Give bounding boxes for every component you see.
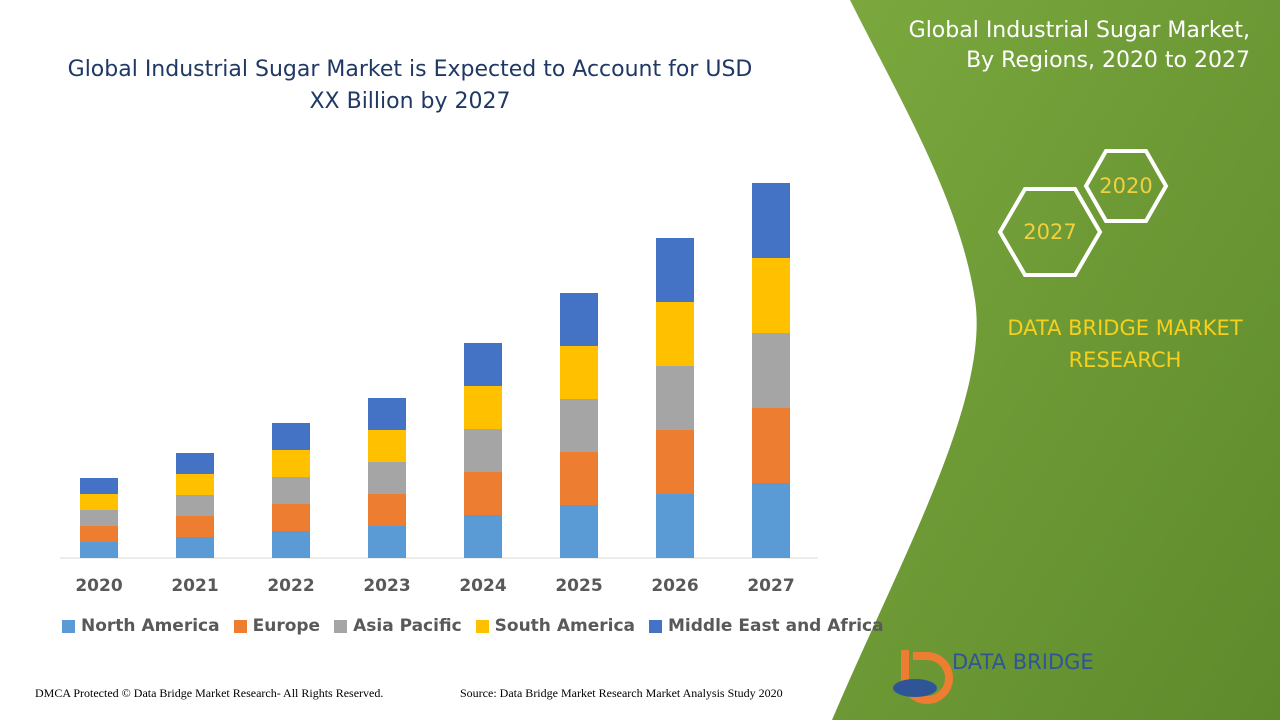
- legend-label: South America: [494, 616, 635, 636]
- bar-segment: [272, 450, 310, 477]
- bar-segment: [368, 526, 406, 558]
- bar-segment: [464, 472, 502, 515]
- brand-line: RESEARCH: [1068, 348, 1182, 372]
- side-panel: [832, 0, 1280, 720]
- bar-segment: [752, 183, 790, 258]
- bar-segment: [272, 531, 310, 558]
- legend-swatch: [334, 619, 348, 633]
- bar-segment: [560, 293, 598, 346]
- logo-icon: [893, 679, 937, 697]
- bar-segment: [464, 429, 502, 472]
- bar-segment: [80, 542, 118, 558]
- bar-segment: [176, 537, 214, 558]
- x-tick-label: 2026: [651, 576, 698, 596]
- bar-segment: [368, 462, 406, 494]
- x-tick-label: 2025: [555, 576, 602, 596]
- bar-segment: [752, 333, 790, 408]
- bar-segment: [368, 398, 406, 430]
- legend-swatch: [649, 619, 662, 633]
- bar-segment: [464, 386, 502, 429]
- legend-label: Middle East and Africa: [668, 616, 884, 636]
- hexagon: [997, 187, 1103, 277]
- bar-segment: [560, 346, 598, 399]
- bar-segment: [272, 423, 310, 450]
- bar-segment: [560, 399, 598, 452]
- bar-segment: [176, 474, 214, 495]
- bar-segment: [176, 495, 214, 516]
- legend-item: Europe: [233, 616, 321, 636]
- legend: North America Europe Asia Pacific South Ame…: [62, 616, 884, 636]
- brand-line: DATA BRIDGE MARKET: [1007, 316, 1243, 340]
- bar-segment: [752, 408, 790, 483]
- bar-segment: [176, 516, 214, 537]
- panel-title: Global Industrial Sugar Market, By Region…: [909, 16, 1250, 76]
- logo-text: DATA BRIDGE: [952, 650, 1094, 674]
- legend-swatch: [475, 619, 489, 633]
- bar-segment: [80, 478, 118, 494]
- x-tick-label: 2027: [747, 576, 794, 596]
- bar-segment: [656, 366, 694, 430]
- bar-segment: [272, 504, 310, 531]
- bar-segment: [368, 430, 406, 462]
- footer-right: Source: Data Bridge Market Research Mark…: [460, 686, 783, 700]
- bar-segment: [80, 510, 118, 526]
- bar-segment: [80, 494, 118, 510]
- bar-segment: [368, 494, 406, 526]
- legend-item: South America: [475, 616, 635, 636]
- bar-segment: [656, 302, 694, 366]
- x-tick-label: 2024: [459, 576, 506, 596]
- bar-segment: [656, 494, 694, 558]
- bar-segment: [752, 483, 790, 558]
- bar-segment: [560, 452, 598, 505]
- bar-segment: [752, 258, 790, 333]
- hex-label: 2020: [1099, 174, 1152, 198]
- x-tick-label: 2020: [75, 576, 122, 596]
- x-tick-label: 2023: [363, 576, 410, 596]
- panel-title-line: Global Industrial Sugar Market,: [908, 18, 1250, 43]
- legend-item: Asia Pacific: [334, 616, 462, 636]
- legend-swatch: [62, 619, 75, 633]
- panel-title-line: By Regions, 2020 to 2027: [966, 48, 1250, 73]
- x-tick-label: 2022: [267, 576, 314, 596]
- legend-swatch: [233, 619, 247, 633]
- bar-segment: [176, 453, 214, 474]
- bar-segment: [656, 238, 694, 302]
- bar-segment: [464, 343, 502, 386]
- legend-label: Asia Pacific: [353, 616, 462, 636]
- legend-item: Middle East and Africa: [649, 616, 884, 636]
- chart-title: Global Industrial Sugar Market is Expect…: [67, 57, 753, 114]
- brand: DATA BRIDGE MARKET RESEARCH: [985, 312, 1265, 376]
- bar-segment: [560, 505, 598, 558]
- bar-segment: [464, 515, 502, 558]
- x-tick-label: 2021: [171, 576, 218, 596]
- hex-label: 2027: [1023, 220, 1076, 244]
- bar-segment: [656, 430, 694, 494]
- legend-label: Europe: [252, 616, 321, 636]
- bar-segment: [272, 477, 310, 504]
- footer-left: DMCA Protected © Data Bridge Market Rese…: [35, 686, 384, 700]
- hexagon: [1083, 149, 1169, 223]
- legend-item: North America: [62, 616, 220, 636]
- legend-label: North America: [81, 616, 220, 636]
- bar-segment: [80, 526, 118, 542]
